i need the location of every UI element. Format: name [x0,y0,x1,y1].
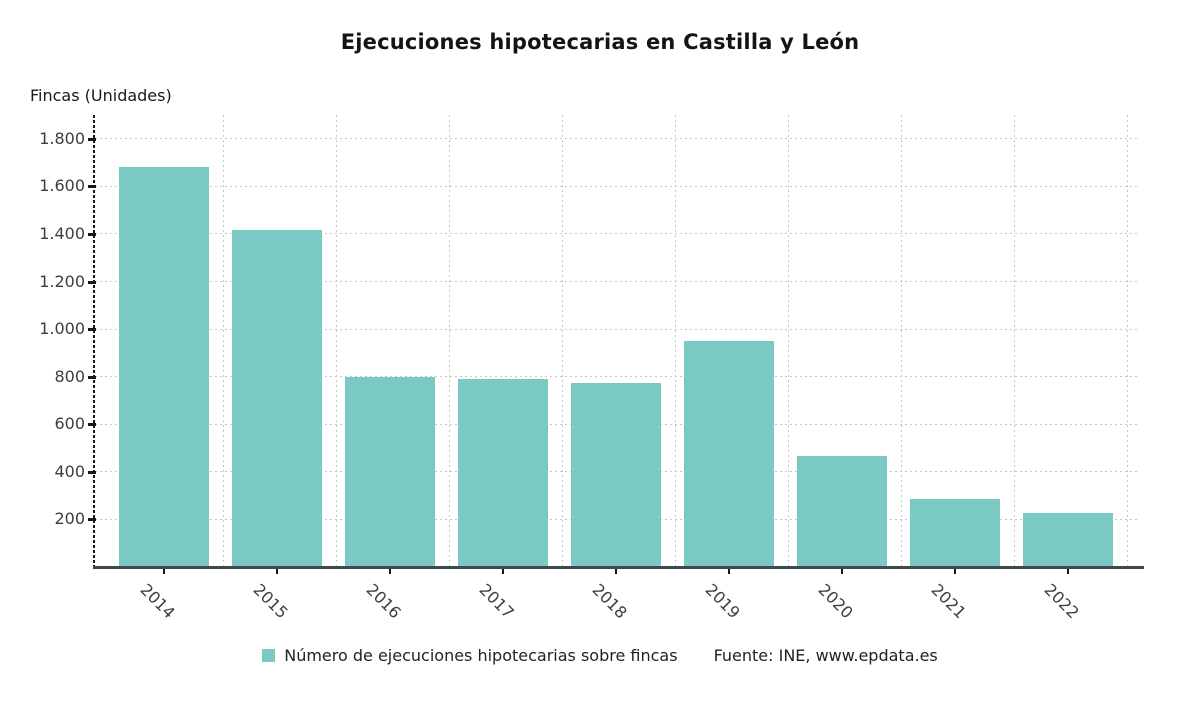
plot-area [88,115,1144,574]
x-axis-tick-2017 [502,569,504,574]
gridline-vertical-7 [1014,115,1015,567]
x-tick-label-2016: 2016 [362,580,405,623]
y-tick-label-800: 800 [54,366,85,386]
bar-2020 [797,456,887,567]
y-tick-label-400: 400 [54,461,85,481]
y-axis-title: Fincas (Unidades) [30,86,172,105]
x-tick-label-2017: 2017 [475,580,518,623]
gridline-vertical-0 [223,115,224,567]
x-tick-label-2014: 2014 [136,580,179,623]
gridline-vertical-8 [1127,115,1128,567]
gridline-horizontal-1600 [95,185,1140,187]
x-tick-label-2022: 2022 [1040,580,1083,623]
y-axis-tick-800 [88,375,96,379]
gridline-vertical-2 [449,115,450,567]
gridline-vertical-1 [336,115,337,567]
legend-item: Número de ejecuciones hipotecarias sobre… [262,646,678,666]
x-axis-tick-2021 [954,569,956,574]
gridline-horizontal-800 [95,376,1140,378]
y-tick-label-600: 600 [54,414,85,434]
x-tick-label-2018: 2018 [588,580,631,623]
legend-swatch-icon [262,649,276,662]
y-axis-line [93,115,95,567]
y-axis-tick-1000 [88,328,96,332]
legend-row: Número de ejecuciones hipotecarias sobre… [0,646,1200,666]
gridline-vertical-5 [788,115,789,567]
y-axis-tick-600 [88,423,96,427]
gridline-vertical-4 [675,115,676,567]
bar-2014 [119,167,209,567]
bar-2017 [458,379,548,567]
y-tick-label-1400: 1.400 [39,223,85,243]
bar-2022 [1023,513,1113,567]
y-axis-tick-200 [88,518,96,522]
y-axis-tick-1400 [88,232,96,236]
gridline-horizontal-1000 [95,328,1140,330]
x-tick-label-2015: 2015 [249,580,292,623]
x-axis-tick-2015 [276,569,278,574]
bar-2019 [684,341,774,567]
x-axis-tick-2020 [841,569,843,574]
x-tick-label-2020: 2020 [814,580,857,623]
y-axis-tick-1800 [88,137,96,141]
y-axis-tick-1600 [88,185,96,189]
y-tick-label-200: 200 [54,509,85,529]
y-tick-label-1200: 1.200 [39,271,85,291]
y-axis-tick-1200 [88,280,96,284]
x-tick-label-2021: 2021 [927,580,970,623]
bar-2018 [571,382,661,567]
source-label: Fuente: INE, www.epdata.es [713,646,938,665]
bar-2021 [910,498,1000,567]
x-axis-tick-2018 [615,569,617,574]
y-tick-label-1000: 1.000 [39,319,85,339]
gridline-vertical-6 [901,115,902,567]
x-axis-tick-2022 [1067,569,1069,574]
x-axis-tick-2016 [389,569,391,574]
y-tick-label-1800: 1.800 [39,128,85,148]
bar-2015 [232,230,322,567]
gridline-horizontal-1400 [95,233,1140,235]
x-tick-label-2019: 2019 [701,580,744,623]
y-tick-label-1600: 1.600 [39,176,85,196]
gridline-vertical-3 [562,115,563,567]
chart-title: Ejecuciones hipotecarias en Castilla y L… [340,30,860,54]
x-axis-tick-2019 [728,569,730,574]
legend-label: Número de ejecuciones hipotecarias sobre… [284,646,678,665]
x-axis-tick-2014 [163,569,165,574]
gridline-horizontal-1200 [95,281,1140,283]
y-axis-tick-400 [88,470,96,474]
x-axis-line [93,566,1144,569]
gridline-horizontal-1800 [95,138,1140,140]
bar-2016 [345,376,435,567]
